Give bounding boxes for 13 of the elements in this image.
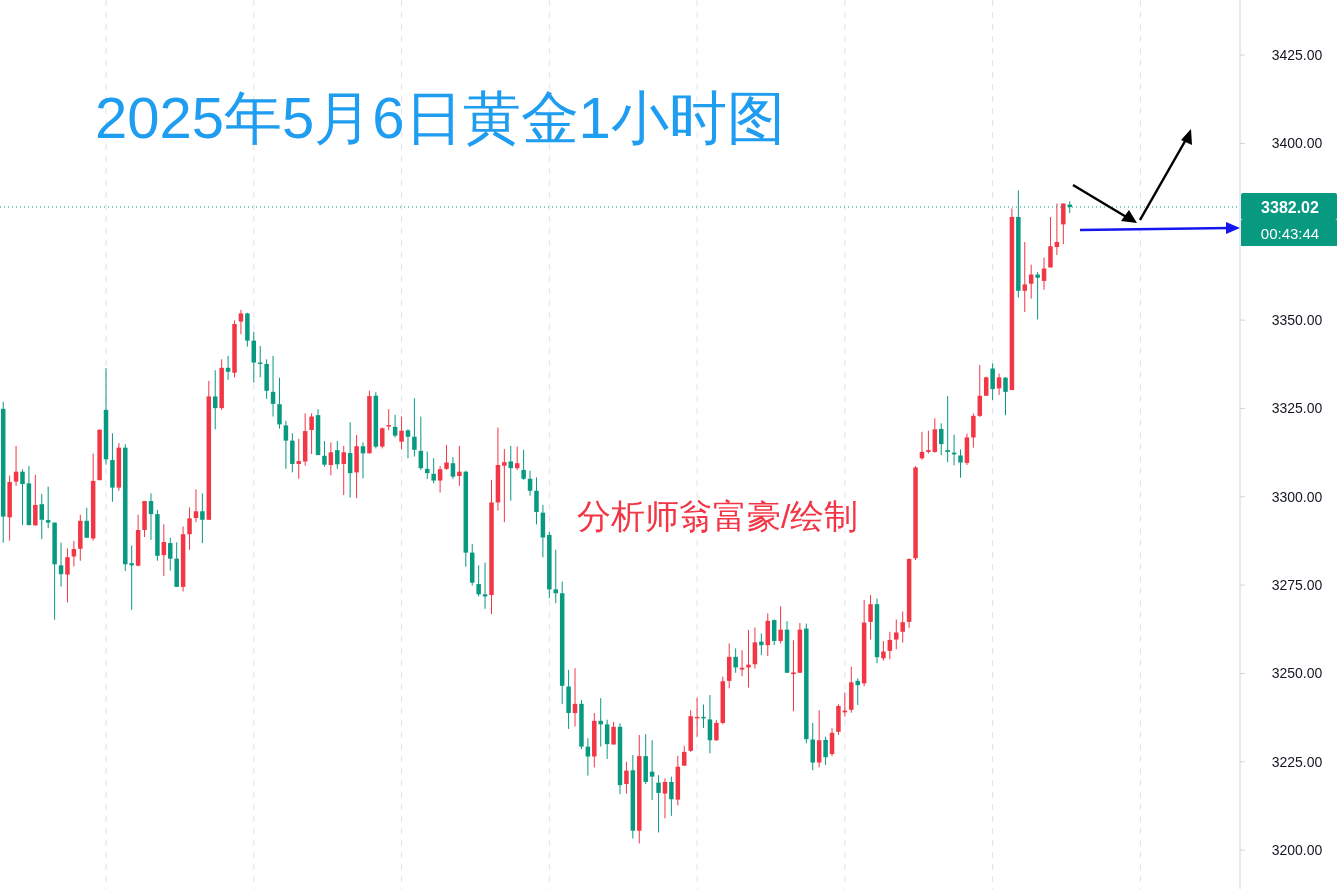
- y-tick-label: 3300.00: [1271, 488, 1323, 505]
- ref-line-label: 3382.02: [1261, 198, 1320, 216]
- y-tick-label: 3225.00: [1271, 753, 1323, 770]
- annotation: 分析师翁富豪/绘制: [577, 497, 859, 535]
- text: 00:43:44: [1260, 224, 1320, 242]
- text: 2025年5月6日黄金1小时图: [95, 85, 785, 150]
- y-tick-label: 3350.00: [1271, 312, 1323, 329]
- y-tick-label: 3250.00: [1271, 665, 1323, 682]
- y-tick-label: 3200.00: [1271, 842, 1323, 859]
- y-tick-label: 3275.00: [1271, 577, 1323, 594]
- y-tick-label: 3400.00: [1271, 135, 1323, 152]
- y-tick-label: 3425.00: [1271, 47, 1323, 64]
- y-tick-label: 3325.00: [1271, 400, 1323, 417]
